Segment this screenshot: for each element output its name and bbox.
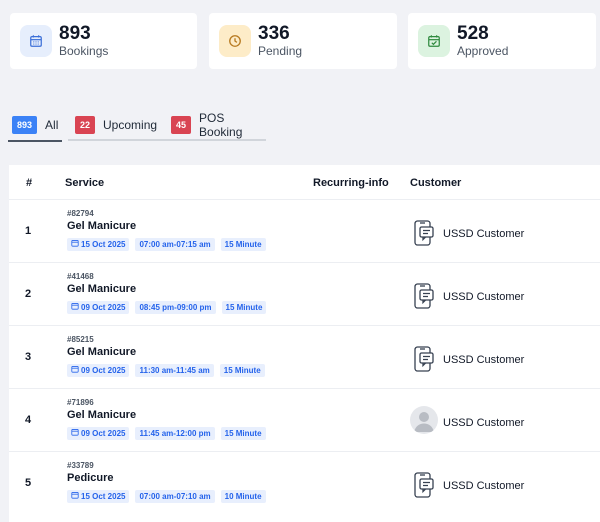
date-text: 15 Oct 2025: [81, 240, 126, 249]
tab-upcoming[interactable]: 22 Upcoming: [68, 110, 166, 141]
row-number: 1: [25, 225, 32, 237]
booking-tags: 09 Oct 2025 11:30 am-11:45 am 15 Minute: [67, 364, 265, 377]
customer-name[interactable]: USSD Customer: [443, 354, 525, 366]
stats-bar: 893 Bookings 336 Pending 528 Approved: [10, 13, 600, 69]
tab-count-badge: 893: [12, 116, 38, 134]
row-number: 5: [25, 477, 32, 489]
column-header-service: Service: [65, 177, 105, 189]
calendar-check-icon: [418, 25, 450, 57]
date-tag: 15 Oct 2025: [67, 490, 130, 503]
booking-tags: 15 Oct 2025 07:00 am-07:10 am 10 Minute: [67, 490, 266, 503]
booking-id[interactable]: #85215: [67, 335, 94, 344]
customer-name[interactable]: USSD Customer: [443, 291, 525, 303]
duration-tag: 15 Minute: [219, 364, 265, 377]
clock-icon: [219, 25, 251, 57]
stat-value: 528: [457, 23, 489, 44]
booking-id[interactable]: #33789: [67, 461, 94, 470]
calendar-icon: [71, 490, 81, 503]
service-name: Gel Manicure: [67, 409, 137, 421]
date-tag: 09 Oct 2025: [67, 364, 130, 377]
booking-id[interactable]: #41468: [67, 272, 94, 281]
time-tag: 08:45 pm-09:00 pm: [135, 301, 216, 314]
bookings-table: # Service Recurring-info Customer 1 #8279…: [9, 165, 600, 522]
date-text: 09 Oct 2025: [81, 366, 126, 375]
tab-all[interactable]: 893 All: [8, 110, 62, 142]
row-number: 2: [25, 288, 32, 300]
tab-label: Upcoming: [103, 117, 158, 132]
date-text: 09 Oct 2025: [81, 429, 126, 438]
booking-tags: 15 Oct 2025 07:00 am-07:15 am 15 Minute: [67, 238, 266, 251]
phone-message-icon: [413, 346, 435, 372]
tab-label: POS Booking: [199, 110, 243, 139]
date-text: 09 Oct 2025: [81, 303, 126, 312]
stat-value: 893: [59, 23, 91, 44]
calendar-icon: [71, 238, 81, 251]
stat-value: 336: [258, 23, 290, 44]
service-name: Gel Manicure: [67, 346, 137, 358]
tab-pos-booking[interactable]: 45 POS Booking: [165, 110, 266, 141]
stat-card-bookings: 893 Bookings: [10, 13, 197, 69]
service-name: Gel Manicure: [67, 220, 137, 232]
date-tag: 09 Oct 2025: [67, 301, 130, 314]
row-number: 4: [25, 414, 32, 426]
calendar-icon: [71, 427, 81, 440]
tab-count-badge: 22: [75, 115, 96, 134]
avatar: [410, 406, 438, 434]
phone-message-icon: [413, 472, 435, 498]
calendar-icon: [71, 301, 81, 314]
duration-tag: 15 Minute: [220, 238, 266, 251]
time-tag: 07:00 am-07:15 am: [135, 238, 215, 251]
time-tag: 11:30 am-11:45 am: [135, 364, 214, 377]
row-number: 3: [25, 351, 32, 363]
table-row[interactable]: 1 #82794 Gel Manicure 15 Oct 2025 07:00 am-0…: [9, 199, 600, 262]
calendar-icon: [71, 364, 81, 377]
column-header-recurring-info: Recurring-info: [313, 177, 389, 189]
stat-label: Bookings: [59, 44, 109, 58]
booking-id[interactable]: #71896: [67, 398, 94, 407]
table-row[interactable]: 5 #33789 Pedicure 15 Oct 2025 07:00 am-07:10…: [9, 451, 600, 514]
stat-card-approved: 528 Approved: [408, 13, 596, 69]
date-tag: 15 Oct 2025: [67, 238, 130, 251]
duration-tag: 15 Minute: [220, 427, 266, 440]
duration-tag: 15 Minute: [221, 301, 267, 314]
phone-message-icon: [413, 220, 435, 246]
tab-label: All: [45, 118, 59, 132]
phone-message-icon: [413, 283, 435, 309]
calendar-icon: [20, 25, 52, 57]
stat-card-pending: 336 Pending: [209, 13, 397, 69]
table-row[interactable]: 2 #41468 Gel Manicure 09 Oct 2025 08:45 pm-0…: [9, 262, 600, 325]
table-row[interactable]: 4 #71896 Gel Manicure 09 Oct 2025 11:45 am-1…: [9, 388, 600, 451]
column-header-number: #: [26, 177, 33, 189]
customer-name[interactable]: USSD Customer: [443, 228, 525, 240]
customer-name[interactable]: USSD Customer: [443, 417, 525, 429]
booking-id[interactable]: #82794: [67, 209, 94, 218]
duration-tag: 10 Minute: [220, 490, 266, 503]
time-tag: 07:00 am-07:10 am: [135, 490, 215, 503]
date-tag: 09 Oct 2025: [67, 427, 130, 440]
time-tag: 11:45 am-12:00 pm: [135, 427, 215, 440]
booking-tags: 09 Oct 2025 11:45 am-12:00 pm 15 Minute: [67, 427, 266, 440]
stat-label: Approved: [457, 44, 509, 58]
date-text: 15 Oct 2025: [81, 492, 126, 501]
stat-label: Pending: [258, 44, 303, 58]
service-name: Gel Manicure: [67, 283, 137, 295]
service-name: Pedicure: [67, 472, 114, 484]
booking-tags: 09 Oct 2025 08:45 pm-09:00 pm 15 Minute: [67, 301, 267, 314]
tab-count-badge: 45: [171, 115, 192, 134]
table-row[interactable]: 3 #85215 Gel Manicure 09 Oct 2025 11:30 am-1…: [9, 325, 600, 388]
column-header-customer: Customer: [410, 177, 462, 189]
customer-name[interactable]: USSD Customer: [443, 480, 525, 492]
